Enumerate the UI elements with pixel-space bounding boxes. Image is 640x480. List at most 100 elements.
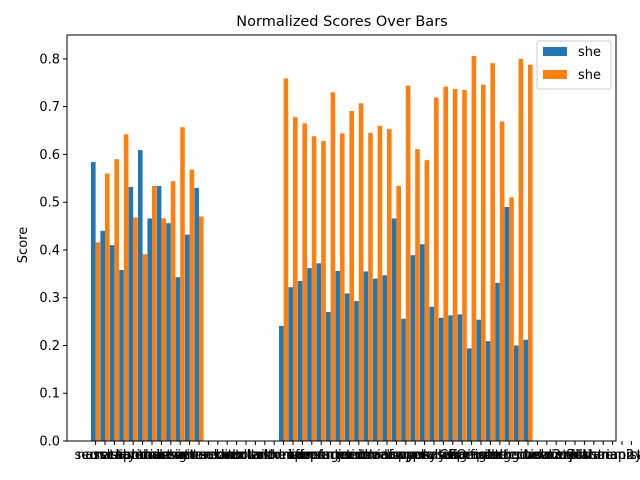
x-tick-label-worker: worker: [525, 448, 570, 463]
y-axis-label: Score: [16, 227, 31, 263]
x-tick-label-scientist: scientist: [491, 448, 545, 463]
x-tick-label-hairdresser: hairdresser: [115, 448, 189, 463]
bar-series-1-baker: [156, 185, 162, 441]
x-tick-label-laborer: laborer: [289, 448, 336, 463]
bar-series-2-architect: [499, 121, 505, 441]
bar-series-1-supervisor: [420, 244, 425, 441]
bar-series-1-chief: [373, 278, 378, 441]
bar-series-2-hairdresser: [152, 185, 157, 441]
bar-series-1-carpenter: [316, 263, 322, 441]
x-tick-label-technician: technician: [504, 448, 571, 463]
x-tick-label-librarian2: librarian2: [572, 448, 634, 463]
bar-series-2-chief: [377, 125, 383, 441]
bar-series-1-construction: [326, 312, 331, 441]
bar-series-2-janitor: [358, 103, 364, 442]
bar-series-1-surgeon: [504, 206, 510, 441]
bar-series-2-firefighter: [481, 84, 486, 442]
bar-series-2-manager: [396, 185, 401, 441]
x-tick-label-model: model: [545, 448, 585, 463]
bar-series-1-analyst: [429, 306, 434, 441]
bar-series-1-CEO: [448, 315, 453, 441]
bar-series-1-designer: [175, 277, 181, 441]
bar-series-2-CEO: [452, 88, 458, 441]
chart-title: Normalized Scores Over Bars: [236, 14, 447, 30]
x-tick-label-stylist: stylist: [556, 448, 595, 463]
legend-label-series-2: she: [578, 68, 601, 83]
x-tick-label-sheriff: sheriff: [263, 448, 305, 463]
bar-series-2-secretary: [105, 173, 110, 441]
bar-series-2-construction: [330, 92, 336, 441]
x-tick-label-receptionist: receptionist: [95, 448, 172, 463]
bar-series-1-lawyer: [401, 318, 406, 441]
bar-series-2-counselor: [199, 216, 204, 441]
bar-series-2-nurse: [95, 242, 101, 441]
x-tick-label-nanny: nanny: [602, 448, 640, 463]
bar-series-2-sheriff: [283, 78, 289, 441]
x-tick-label-florist: florist: [566, 448, 603, 463]
y-tick-label: 0.7: [39, 100, 60, 115]
bar-series-1-guard: [344, 293, 350, 441]
bar-series-1-salesperson: [457, 314, 463, 441]
x-tick-label-lawyer: lawyer: [384, 448, 428, 463]
bar-series-1-physician: [438, 317, 444, 441]
x-tick-label-engineer2: engineer2: [495, 448, 561, 463]
bar-series-1-receptionist: [128, 186, 134, 441]
bar-series-2-pilot: [490, 63, 495, 442]
x-tick-label-CEO: CEO: [439, 448, 467, 463]
x-tick-label-driver: driver: [274, 448, 313, 463]
y-tick-label: 0.3: [39, 291, 60, 306]
bar-series-2-mechanic: [368, 132, 373, 442]
bars-layer: [91, 56, 533, 442]
x-tick-label-designer: designer: [152, 448, 209, 463]
x-tick-label-assistant: assistant: [85, 448, 143, 463]
bar-series-1-mover: [297, 280, 303, 441]
bar-series-1-writer: [185, 234, 190, 441]
bar-series-2-designer: [180, 127, 185, 441]
bar-series-1-sheriff: [279, 325, 284, 441]
x-tick-label-housekeeper: housekeeper: [232, 448, 317, 463]
bar-series-1-hairdresser: [147, 218, 152, 441]
bar-series-2-cleaner: [123, 134, 129, 441]
bar-series-1-cook: [410, 255, 416, 441]
bar-series-2-farmer: [340, 133, 345, 441]
bar-series-1-cleaner: [119, 270, 124, 441]
x-tick-label-developer: developer: [354, 448, 420, 463]
x-tick-label-clerk: clerk: [240, 448, 272, 463]
x-tick-label-carpenter: carpenter: [290, 448, 354, 463]
x-tick-label-farmer: farmer: [318, 448, 362, 463]
bar-series-2-developer: [387, 129, 392, 441]
bar-series-2-lawyer: [405, 85, 411, 441]
x-tick-label-mover: mover: [282, 448, 324, 463]
bar-series-1-pilot: [485, 341, 491, 441]
legend: she she: [536, 40, 612, 90]
bar-series-2-laborer: [311, 136, 317, 441]
bar-series-1-driver: [288, 287, 293, 441]
bar-series-2-driver: [293, 117, 298, 441]
x-tick-label-physician: physician: [413, 448, 475, 463]
bar-series-2-engineer: [471, 56, 477, 442]
bar-series-2-analyst: [434, 97, 439, 441]
bar-series-1-mechanic: [363, 271, 369, 441]
bar-series-1-architect: [495, 282, 500, 441]
bar-series-1-developer: [382, 275, 387, 441]
x-tick-label-pilot: pilot: [476, 448, 505, 463]
x-tick-label-cook: cook: [400, 448, 431, 463]
x-tick-label-attendant: attendant: [176, 448, 240, 463]
y-tick-label: 0.0: [39, 435, 60, 450]
bar-series-1-assistant: [109, 245, 115, 441]
bar-series-2-guard: [349, 110, 354, 441]
x-tick-label-janitor: janitor: [337, 448, 380, 463]
x-tick-label-supervisor: supervisor: [391, 448, 460, 463]
bar-series-2-carpenter: [321, 141, 326, 442]
bar-series-1-scientist: [514, 345, 519, 441]
bar-series-2-cashier: [170, 181, 176, 441]
x-tick-label-engineer: engineer: [443, 448, 501, 463]
bar-series-2-cook: [415, 149, 420, 441]
plot-frame: [66, 34, 617, 442]
x-tick-label-analyst: analyst: [410, 448, 457, 463]
bar-series-2-mover: [302, 123, 307, 442]
bar-series-2-physician: [443, 86, 448, 441]
y-tick-label: 0.4: [39, 243, 60, 258]
bar-series-1-nurse: [91, 162, 96, 442]
